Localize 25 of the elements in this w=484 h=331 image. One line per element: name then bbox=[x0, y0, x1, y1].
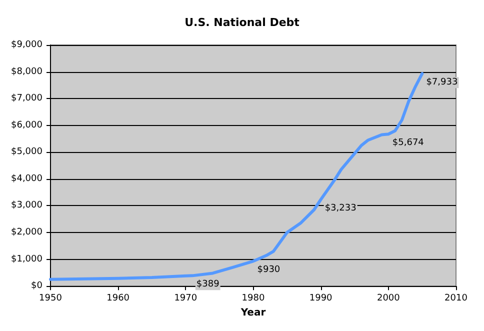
y-tick-label: $9,000 bbox=[10, 40, 43, 50]
data-label: $930 bbox=[257, 265, 280, 276]
y-tick-label: $2,000 bbox=[10, 228, 43, 238]
x-tick-label: 2010 bbox=[444, 294, 468, 304]
line-series bbox=[48, 72, 424, 281]
x-axis-title: Year bbox=[240, 308, 266, 318]
y-tick-label: $4,000 bbox=[10, 174, 43, 184]
y-tick-label: $5,000 bbox=[10, 147, 43, 158]
x-tick-label: 1970 bbox=[174, 294, 198, 304]
x-tick-label: 1980 bbox=[242, 294, 265, 304]
y-tick-label: $1,000 bbox=[10, 254, 43, 264]
data-label: $7,933 bbox=[426, 78, 458, 88]
y-tick-label: $8,000 bbox=[10, 66, 43, 77]
data-label: $5,674 bbox=[392, 138, 424, 148]
data-label: $3,233 bbox=[324, 203, 356, 214]
y-tick-label: $7,000 bbox=[10, 94, 43, 104]
x-tick-label: 1990 bbox=[309, 294, 333, 304]
data-label: $389 bbox=[196, 280, 220, 290]
x-tick-label: 2000 bbox=[376, 294, 400, 304]
y-tick-label: $3,000 bbox=[10, 200, 43, 211]
y-tick-label: $0 bbox=[31, 281, 43, 292]
x-tick-label: 1950 bbox=[39, 294, 62, 304]
y-tick-label: $6,000 bbox=[10, 120, 43, 130]
x-tick-label: 1960 bbox=[106, 294, 130, 304]
chart-title: U.S. National Debt bbox=[184, 16, 300, 29]
